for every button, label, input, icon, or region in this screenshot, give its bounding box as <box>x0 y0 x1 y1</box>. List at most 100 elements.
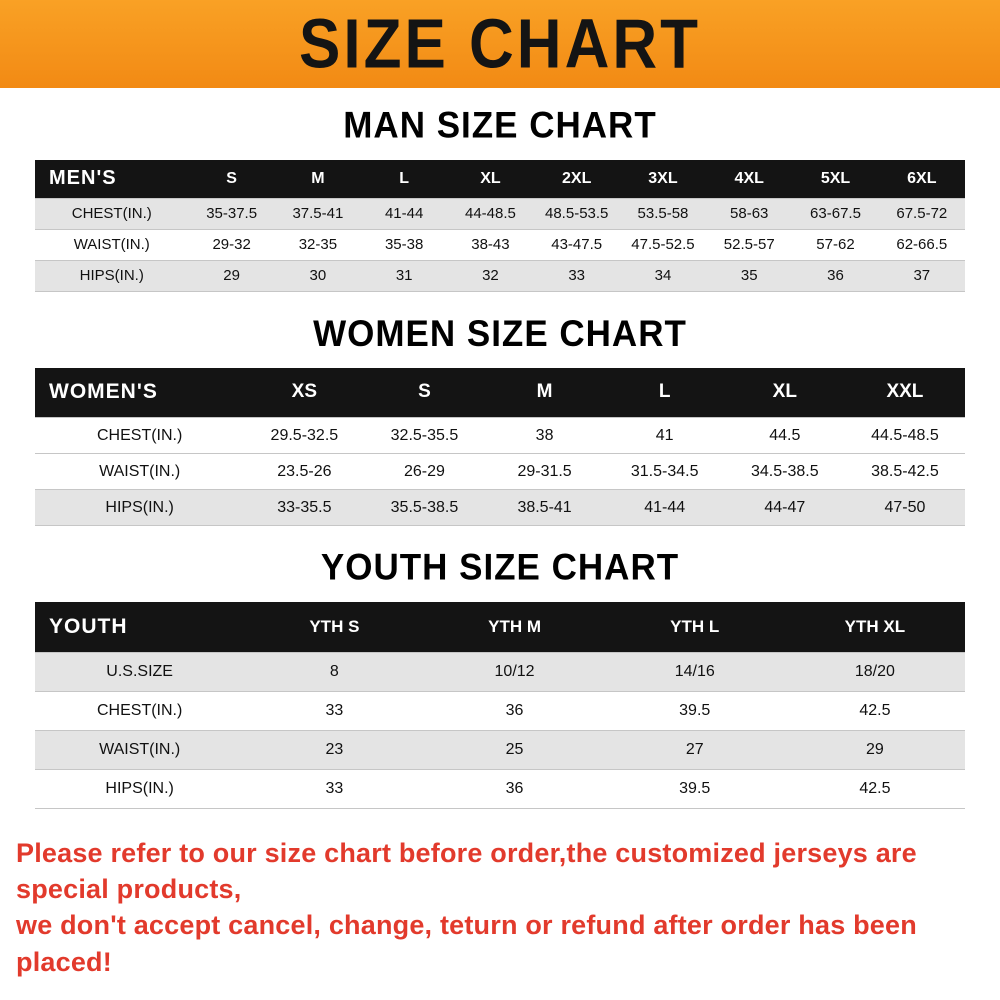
column-header: 2XL <box>562 169 592 187</box>
table-cell: 62-66.5 <box>896 236 948 253</box>
table-cell: 29 <box>223 267 240 284</box>
table-cell: 41-44 <box>384 205 424 222</box>
table-cell: 53.5-58 <box>637 205 689 222</box>
column-header: 4XL <box>734 169 764 187</box>
row-label: HIPS(IN.) <box>79 267 144 284</box>
table-row: WAIST(IN.) 23 25 27 29 <box>35 730 965 769</box>
row-label: WAIST(IN.) <box>99 462 181 480</box>
table-cell: 38.5-42.5 <box>871 462 939 480</box>
table-cell: 44-48.5 <box>464 205 516 222</box>
column-header: 6XL <box>907 169 937 187</box>
table-cell: 44.5-48.5 <box>871 426 939 444</box>
column-header: XS <box>291 381 318 403</box>
column-header: YTH M <box>488 616 541 636</box>
table-cell: 35.5-38.5 <box>390 498 459 516</box>
table-cell: 27 <box>685 740 704 758</box>
column-header: S <box>418 381 431 403</box>
table-cell: 39.5 <box>679 779 711 797</box>
table-cell: 14/16 <box>674 662 715 680</box>
table-cell: 38 <box>535 426 554 444</box>
row-label: HIPS(IN.) <box>105 779 174 797</box>
table-row: CHEST(IN.) 33 36 39.5 42.5 <box>35 691 965 730</box>
table-cell: 32 <box>482 267 499 284</box>
table-row: CHEST(IN.) 29.5-32.5 32.5-35.5 38 41 44.… <box>35 417 965 454</box>
table-row: HIPS(IN.) 33 36 39.5 42.5 <box>35 769 965 808</box>
table-cell: 37.5-41 <box>292 205 344 222</box>
table-row: WAIST(IN.) 23.5-26 26-29 29-31.5 31.5-34… <box>35 453 965 490</box>
table-cell: 23 <box>325 740 344 758</box>
table-cell: 36 <box>827 267 844 284</box>
man-size-table: MEN'S S M L XL 2XL 3XL 4XL 5XL 6XL CHEST… <box>35 160 965 292</box>
table-cell: 30 <box>309 267 327 284</box>
table-cell: 33 <box>568 267 586 284</box>
table-cell: 23.5-26 <box>277 462 332 480</box>
table-corner-label: YOUTH <box>49 614 128 638</box>
table-cell: 37 <box>913 267 931 284</box>
table-cell: 35-38 <box>384 236 424 253</box>
table-cell: 34 <box>654 267 672 284</box>
table-cell: 33 <box>325 779 344 797</box>
disclaimer-note: Please refer to our size chart before or… <box>0 835 1000 981</box>
banner-title: SIZE CHART <box>299 5 701 83</box>
size-chart-banner: SIZE CHART <box>0 0 1000 88</box>
table-row: CHEST(IN.) 35-37.5 37.5-41 41-44 44-48.5… <box>35 198 965 229</box>
table-row: HIPS(IN.) 29 30 31 32 33 34 35 36 37 <box>35 260 965 291</box>
table-cell: 32.5-35.5 <box>390 426 459 444</box>
table-cell: 35 <box>740 267 758 284</box>
column-header: L <box>658 381 671 403</box>
column-header: M <box>311 169 325 187</box>
column-header: M <box>536 381 553 403</box>
table-corner-label: MEN'S <box>49 167 117 190</box>
column-header: YTH XL <box>844 616 906 636</box>
table-cell: 32-35 <box>298 236 338 253</box>
table-cell: 67.5-72 <box>896 205 948 222</box>
table-cell: 29-32 <box>212 236 251 253</box>
table-cell: 26-29 <box>404 462 445 480</box>
table-header-row: YOUTH YTH S YTH M YTH L YTH XL <box>35 602 965 652</box>
table-row: U.S.SIZE 8 10/12 14/16 18/20 <box>35 652 965 691</box>
youth-size-table: YOUTH YTH S YTH M YTH L YTH XL U.S.SIZE … <box>35 602 965 809</box>
column-header: L <box>399 169 410 187</box>
table-corner-label: WOMEN'S <box>49 380 158 404</box>
column-header: XL <box>772 381 797 403</box>
women-size-table: WOMEN'S XS S M L XL XXL CHEST(IN.) 29.5-… <box>35 367 965 527</box>
column-header: 5XL <box>820 169 851 187</box>
table-cell: 35-37.5 <box>206 205 258 222</box>
row-label: WAIST(IN.) <box>73 236 150 253</box>
row-label: WAIST(IN.) <box>99 740 181 758</box>
table-cell: 47-50 <box>884 498 926 516</box>
table-cell: 41-44 <box>644 498 686 516</box>
table-cell: 43-47.5 <box>551 236 603 253</box>
table-cell: 57-62 <box>816 236 855 253</box>
table-cell: 42.5 <box>859 779 891 797</box>
table-cell: 18/20 <box>854 662 895 680</box>
table-cell: 41 <box>655 426 674 444</box>
column-header: XL <box>480 169 501 187</box>
section-heading-youth: YOUTH SIZE CHART <box>320 547 680 589</box>
table-cell: 34.5-38.5 <box>750 462 819 480</box>
column-header: 3XL <box>648 169 678 187</box>
table-cell: 29.5-32.5 <box>270 426 339 444</box>
section-heading-women: WOMEN SIZE CHART <box>313 312 687 354</box>
table-cell: 31 <box>395 267 413 284</box>
table-cell: 47.5-52.5 <box>631 236 695 253</box>
row-label: U.S.SIZE <box>106 662 173 680</box>
column-header: YTH S <box>309 616 360 636</box>
table-cell: 31.5-34.5 <box>630 462 699 480</box>
table-cell: 39.5 <box>679 701 711 719</box>
row-label: CHEST(IN.) <box>96 701 183 719</box>
table-cell: 29 <box>866 740 884 758</box>
section-heading-man: MAN SIZE CHART <box>343 105 657 147</box>
table-cell: 52.5-57 <box>723 236 775 253</box>
table-cell: 33 <box>325 701 344 719</box>
table-cell: 8 <box>329 662 339 680</box>
disclaimer-line-2: we don't accept cancel, change, teturn o… <box>16 910 917 977</box>
table-cell: 10/12 <box>494 662 535 680</box>
table-cell: 25 <box>505 740 524 758</box>
table-cell: 42.5 <box>859 701 891 719</box>
column-header: YTH L <box>670 616 720 636</box>
table-cell: 38-43 <box>471 236 510 253</box>
table-cell: 29-31.5 <box>517 462 572 480</box>
table-cell: 36 <box>505 701 524 719</box>
table-cell: 44.5 <box>769 426 801 444</box>
